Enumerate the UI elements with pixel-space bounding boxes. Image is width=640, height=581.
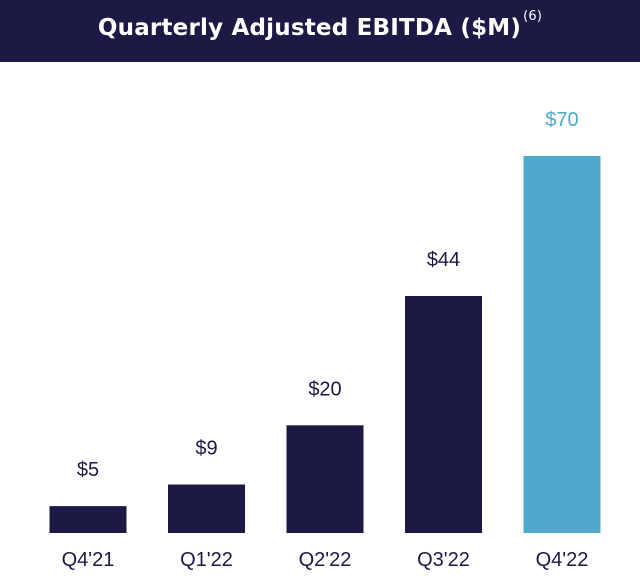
- value-label-4: $70: [545, 109, 578, 131]
- value-label-0: $5: [77, 459, 99, 481]
- chart-title-container: Quarterly Adjusted EBITDA ($M) (6): [97, 9, 542, 41]
- bar-1: [168, 484, 245, 533]
- title-footnote: (6): [523, 9, 543, 25]
- bar-0: [49, 506, 127, 533]
- bar-2: [286, 425, 364, 533]
- category-label-0: Q4'21: [62, 549, 115, 571]
- title-banner: Quarterly Adjusted EBITDA ($M) (6): [0, 0, 640, 62]
- bar-4: [523, 156, 601, 533]
- value-label-3: $44: [427, 249, 460, 271]
- value-label-1: $9: [195, 438, 217, 460]
- category-label-4: Q4'22: [536, 549, 589, 571]
- category-label-2: Q2'22: [299, 549, 352, 571]
- bar-3: [405, 296, 482, 533]
- category-label-1: Q1'22: [180, 549, 233, 571]
- chart-title: Quarterly Adjusted EBITDA ($M): [97, 15, 522, 41]
- value-label-2: $20: [308, 378, 341, 400]
- category-label-3: Q3'22: [417, 549, 470, 571]
